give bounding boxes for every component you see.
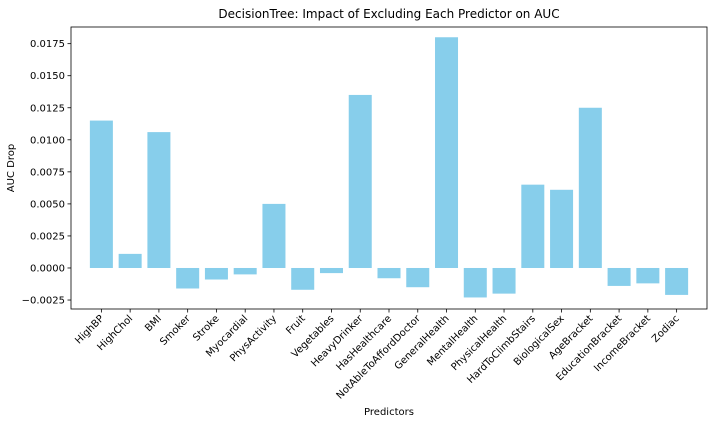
y-tick-label: 0.0075	[30, 167, 65, 178]
bar-Vegetables	[319, 267, 343, 274]
bar-HighChol	[118, 253, 142, 268]
x-tick-label: Smoker	[158, 313, 193, 348]
y-tick-label: 0.0050	[30, 199, 65, 210]
bar-IncomeBracket	[636, 267, 660, 284]
bar-EducationBracket	[607, 267, 631, 286]
y-axis-label: AUC Drop	[6, 144, 17, 192]
bar-Fruit	[291, 267, 315, 290]
y-tick-label: 0.0025	[30, 231, 65, 242]
x-tick-label: Fruit	[284, 313, 308, 337]
chart-title: DecisionTree: Impact of Excluding Each P…	[218, 7, 559, 21]
bar-Smoker	[176, 267, 200, 289]
x-axis-label: Predictors	[364, 407, 414, 418]
bar-HardToClimbStairs	[521, 184, 545, 268]
y-tick-label: 0.0150	[30, 71, 65, 82]
bar-GeneralHealth	[435, 37, 459, 268]
bars-group	[89, 37, 689, 298]
bar-BMI	[147, 132, 171, 268]
x-tick-label: MentalHealth	[425, 313, 480, 368]
y-axis: −0.0025 0.0000 0.0025 0.0050 0.0075 0.0100 0.0…	[22, 39, 71, 307]
y-tick-label: 0.0125	[30, 103, 65, 114]
y-tick-label: 0.0175	[30, 39, 65, 50]
x-tick-label: BMI	[143, 313, 164, 334]
bar-PhysActivity	[262, 203, 286, 268]
bar-NotAbleToAffordDoctor	[406, 267, 430, 288]
bar-PhysicalHealth	[492, 267, 516, 294]
x-tick-label: Zodiac	[650, 313, 682, 345]
bar-AgeBracket	[578, 107, 602, 268]
bar-HeavyDrinker	[348, 94, 372, 268]
bar-MentalHealth	[463, 267, 487, 298]
bar-HasHealthcare	[377, 267, 401, 279]
y-tick-label: 0.0100	[30, 135, 65, 146]
y-tick-label: −0.0025	[22, 296, 65, 307]
bar-Zodiac	[665, 267, 689, 295]
bar-BiologicalSex	[550, 189, 574, 268]
bar-HighBP	[89, 120, 113, 268]
y-tick-label: 0.0000	[30, 263, 65, 274]
x-tick-label: BiologicalSex	[512, 313, 567, 368]
bar-Stroke	[204, 267, 228, 280]
plot-frame	[70, 26, 708, 310]
bar-Myocardial	[233, 267, 257, 275]
